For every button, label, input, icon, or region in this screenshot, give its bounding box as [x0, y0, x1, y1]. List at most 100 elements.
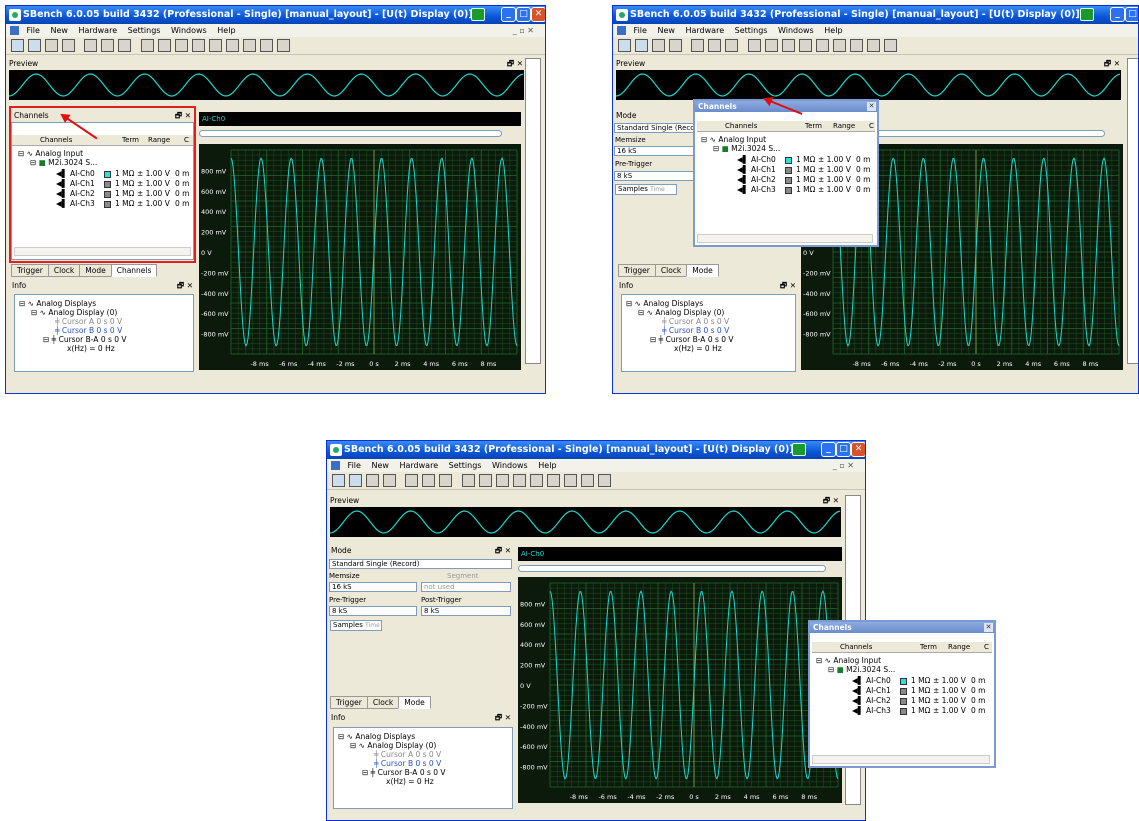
tree-cursor-b[interactable]: ╪ Cursor B 0 s 0 V	[662, 326, 730, 335]
layout-6-icon[interactable]	[547, 474, 560, 487]
tree-analog-display[interactable]: ⊟ ∿ Analog Display (0)	[350, 741, 437, 750]
loop-icon[interactable]	[635, 39, 648, 52]
horizontal-scrollbar[interactable]	[697, 234, 873, 243]
layout-7-icon[interactable]	[564, 474, 577, 487]
monitor-icon[interactable]	[118, 39, 131, 52]
force-trigger-icon[interactable]	[383, 474, 396, 487]
trigger-position-bar[interactable]	[199, 130, 502, 137]
pane-controls-icon[interactable]: 🗗 ✕	[495, 546, 511, 555]
maximize-icon[interactable]: □	[1125, 7, 1138, 22]
layout-8-icon[interactable]	[260, 39, 273, 52]
tab-mode[interactable]: Mode	[686, 264, 719, 277]
title-bar[interactable]: SBench 6.0.05 build 3432 (Professional -…	[6, 6, 545, 24]
layout-9-icon[interactable]	[598, 474, 611, 487]
pane-controls-icon[interactable]: 🗗 ✕	[507, 59, 523, 68]
tree-device[interactable]: ⊟ ■ M2i.3024 S...	[713, 144, 781, 153]
close-icon[interactable]: ✕	[851, 442, 865, 457]
tab-clock[interactable]: Clock	[654, 264, 688, 277]
floating-title-bar[interactable]: Channels ✕	[810, 622, 994, 633]
layout-2-icon[interactable]	[765, 39, 778, 52]
tab-clock[interactable]: Clock	[366, 696, 400, 709]
tree-device[interactable]: ⊟ ■ M2i.3024 S...	[828, 665, 896, 674]
title-bar[interactable]: SBench 6.0.05 build 3432 (Professional -…	[327, 441, 865, 459]
close-icon[interactable]: ✕	[867, 102, 876, 111]
config-icon[interactable]	[405, 474, 418, 487]
config-icon[interactable]	[84, 39, 97, 52]
maximize-icon[interactable]: □	[516, 7, 531, 22]
tree-analog-displays[interactable]: ⊟ ∿ Analog Displays	[626, 299, 704, 308]
loop-icon[interactable]	[28, 39, 41, 52]
pane-controls-icon[interactable]: 🗗 ✕	[495, 713, 511, 722]
layout-3-icon[interactable]	[496, 474, 509, 487]
pane-controls-icon[interactable]: 🗗 ✕	[175, 111, 191, 120]
col-c[interactable]: C	[984, 643, 989, 651]
tree-analog-input[interactable]: ⊟ ∿ Analog Input	[701, 135, 767, 144]
monitor-icon[interactable]	[439, 474, 452, 487]
menu-settings[interactable]: Settings	[127, 26, 161, 35]
channels-floating-window[interactable]: Channels ✕ Channels Term Range C ⊟ ∿ Anal…	[808, 620, 996, 768]
save-icon[interactable]	[708, 39, 721, 52]
col-c[interactable]: C	[184, 136, 189, 144]
stop-icon[interactable]	[366, 474, 379, 487]
menu-hardware[interactable]: Hardware	[78, 26, 118, 35]
menu-new[interactable]: New	[50, 26, 68, 35]
menu-windows[interactable]: Windows	[492, 461, 528, 470]
mode-select[interactable]: Standard Single (Record)	[329, 559, 512, 569]
minimize-icon[interactable]: _	[821, 442, 836, 457]
col-range[interactable]: Range	[148, 136, 171, 144]
stop-icon[interactable]	[652, 39, 665, 52]
tree-analog-display[interactable]: ⊟ ∿ Analog Display (0)	[31, 308, 118, 317]
col-range[interactable]: Range	[833, 122, 856, 130]
trigger-position-bar[interactable]	[518, 565, 826, 572]
mode-select[interactable]: Standard Single (Record)	[614, 123, 694, 133]
tab-mode[interactable]: Mode	[79, 264, 112, 277]
tab-mode[interactable]: Mode	[398, 696, 431, 709]
layout-3-icon[interactable]	[782, 39, 795, 52]
menu-windows[interactable]: Windows	[171, 26, 207, 35]
menu-file[interactable]: File	[347, 461, 361, 470]
tree-cursor-b[interactable]: ╪ Cursor B 0 s 0 V	[55, 326, 123, 335]
menu-help[interactable]: Help	[217, 26, 236, 35]
layout-4-icon[interactable]	[513, 474, 526, 487]
oscilloscope[interactable]: 800 mV 600 mV 400 mV 200 mV 0 V -200 mV -400 m…	[199, 144, 521, 370]
col-term[interactable]: Term	[122, 136, 139, 144]
title-bar[interactable]: SBench 6.0.05 build 3432 (Professional -…	[613, 6, 1138, 24]
col-term[interactable]: Term	[805, 122, 822, 130]
tree-cursor-a[interactable]: ╪ Cursor A 0 s 0 V	[55, 317, 123, 326]
layout-9-icon[interactable]	[277, 39, 290, 52]
oscilloscope[interactable]: 800 mV 600 mV 400 mV 200 mV 0 V -200 mV -400 m…	[518, 577, 842, 803]
menu-settings[interactable]: Settings	[448, 461, 482, 470]
layout-7-icon[interactable]	[850, 39, 863, 52]
minimize-icon[interactable]: _	[1110, 7, 1125, 22]
layout-8-icon[interactable]	[867, 39, 880, 52]
menu-new[interactable]: New	[657, 26, 675, 35]
samples-toggle[interactable]: Samples Time	[615, 184, 677, 195]
tree-analog-displays[interactable]: ⊟ ∿ Analog Displays	[19, 299, 97, 308]
config-icon[interactable]	[691, 39, 704, 52]
tree-analog-displays[interactable]: ⊟ ∿ Analog Displays	[338, 732, 416, 741]
pretrigger-select[interactable]: 8 kS	[614, 171, 694, 181]
tree-analog-input[interactable]: ⊟ ∿ Analog Input	[816, 656, 882, 665]
layout-4-icon[interactable]	[799, 39, 812, 52]
layout-3-icon[interactable]	[175, 39, 188, 52]
menu-help[interactable]: Help	[824, 26, 843, 35]
menu-file[interactable]: File	[633, 26, 647, 35]
pretrigger-select[interactable]: 8 kS	[329, 606, 417, 616]
tab-clock[interactable]: Clock	[47, 264, 81, 277]
layout-2-icon[interactable]	[158, 39, 171, 52]
layout-8-icon[interactable]	[581, 474, 594, 487]
close-icon[interactable]: ✕	[984, 623, 993, 632]
tree-cursor-a[interactable]: ╪ Cursor A 0 s 0 V	[662, 317, 730, 326]
tab-trigger[interactable]: Trigger	[330, 696, 368, 709]
menu-hardware[interactable]: Hardware	[399, 461, 439, 470]
stop-icon[interactable]	[45, 39, 58, 52]
loop-icon[interactable]	[349, 474, 362, 487]
mdi-controls-icon[interactable]: _ ▫ ✕	[832, 461, 854, 470]
menu-help[interactable]: Help	[538, 461, 557, 470]
pane-controls-icon[interactable]: 🗗 ✕	[177, 281, 193, 290]
